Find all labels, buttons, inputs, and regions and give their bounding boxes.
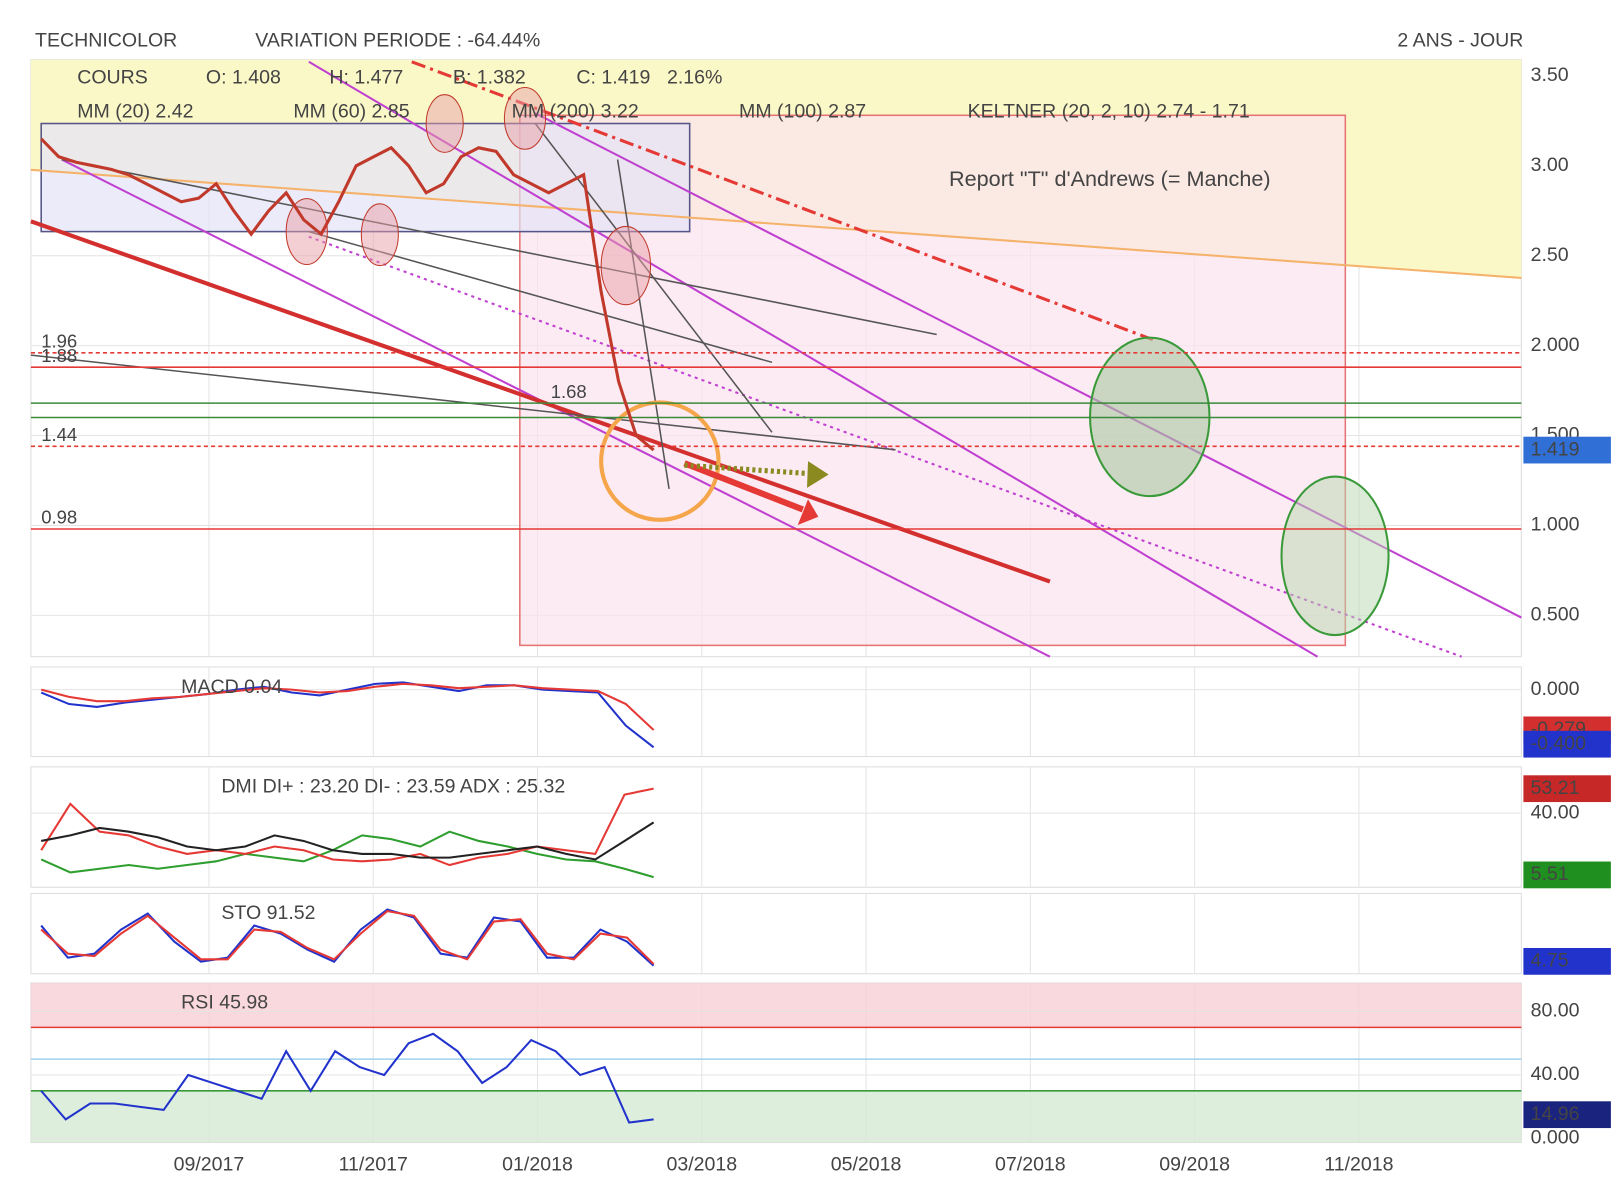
indicator-legend: MM (100) 2.87 [739, 100, 866, 122]
x-tick-label: 09/2018 [1159, 1153, 1230, 1175]
arrow-head [797, 499, 819, 525]
pivot-ellipse [503, 86, 547, 150]
subtitle: VARIATION PERIODE : -64.44% [255, 29, 540, 51]
level-label: 0.98 [41, 507, 77, 528]
level-label: 1.96 [41, 330, 77, 351]
x-tick-label: 07/2018 [995, 1153, 1066, 1175]
series-line [41, 821, 655, 861]
value-badge [1523, 436, 1611, 464]
value-badge [1523, 775, 1611, 803]
y-tick-label: 0.000 [1531, 678, 1580, 700]
arrow [684, 462, 809, 477]
series-line [40, 137, 655, 452]
indicator-legend: MM (20) 2.42 [77, 100, 193, 122]
series-legend: COURS [77, 66, 148, 88]
y-tick-label: 0.000 [1531, 1127, 1580, 1149]
value-badge-label: 4.75 [1531, 950, 1569, 972]
pivot-ellipse [600, 225, 652, 306]
value-badge-label: -0.400 [1531, 732, 1587, 754]
y-tick-label: 2.000 [1531, 334, 1580, 356]
x-tick-label: 05/2018 [831, 1153, 902, 1175]
indicator-legend: KELTNER (20, 2, 10) 2.74 - 1.71 [968, 100, 1250, 122]
series-line [40, 682, 655, 731]
overbought-zone [30, 982, 1522, 1028]
panel-title: RSI 45.98 [181, 992, 268, 1014]
level-label: 1.88 [41, 345, 77, 366]
level-label: 1.44 [41, 424, 77, 445]
series-line [40, 830, 654, 879]
y-tick-label: 0.500 [1531, 604, 1580, 626]
pivot-ellipse [285, 198, 328, 266]
y-tick-label: 2.50 [1531, 244, 1569, 266]
series-line [40, 910, 655, 965]
fan-line [534, 123, 773, 433]
ohlc-legend: B: 1.382 [453, 66, 526, 88]
oversold-zone [30, 1090, 1522, 1143]
indicator-legend: MM (60) 2.85 [293, 100, 409, 122]
level-label: 1.68 [551, 381, 587, 402]
target-ellipse [1280, 475, 1390, 637]
channel-line [308, 60, 1319, 658]
panel [30, 766, 1522, 888]
value-badge-label: 53.21 [1531, 777, 1580, 799]
y-tick-label: 40.00 [1531, 1063, 1580, 1085]
trend-line [30, 168, 1522, 279]
series-line [40, 681, 655, 749]
value-badge [1523, 947, 1611, 975]
x-tick-label: 11/2018 [1324, 1153, 1393, 1175]
fan-line [61, 158, 937, 336]
x-tick-label: 03/2018 [666, 1153, 737, 1175]
series-line [40, 1032, 654, 1124]
title: TECHNICOLOR [35, 29, 177, 51]
y-tick-label: 1.000 [1531, 514, 1580, 536]
y-tick-label: 80.00 [1531, 1000, 1580, 1022]
ohlc-legend: 2.16% [667, 66, 722, 88]
panel [30, 666, 1522, 758]
value-badge [1523, 1101, 1611, 1129]
arrow [683, 460, 805, 513]
series-line [40, 787, 654, 867]
y-tick-label: 3.50 [1531, 64, 1569, 86]
x-tick-label: 09/2017 [174, 1153, 245, 1175]
annotation: Report "T" d'Andrews (= Manche) [949, 166, 1271, 191]
ohlc-legend: C: 1.419 [576, 66, 650, 88]
pivot-ellipse [425, 94, 464, 153]
value-badge-label: 5.51 [1531, 863, 1569, 885]
arrow-head [807, 461, 829, 488]
panel-title: STO 91.52 [221, 902, 315, 924]
ohlc-legend: O: 1.408 [206, 66, 281, 88]
indicator-legend: MM (200) 3.22 [512, 100, 639, 122]
period: 2 ANS - JOUR [1397, 29, 1523, 51]
x-tick-label: 11/2017 [339, 1153, 408, 1175]
pivot-ellipse [360, 203, 399, 267]
fan-line [616, 159, 670, 490]
value-badge-label: 14.96 [1531, 1103, 1580, 1125]
ohlc-legend: H: 1.477 [329, 66, 403, 88]
value-badge [1523, 730, 1611, 758]
value-badge-label: 1.419 [1531, 438, 1580, 460]
trend-line [30, 219, 1051, 584]
x-tick-label: 01/2018 [502, 1153, 573, 1175]
panel-title: DMI DI+ : 23.20 DI- : 23.59 ADX : 25.32 [221, 776, 565, 798]
y-tick-label: 3.00 [1531, 154, 1569, 176]
value-badge [1523, 861, 1611, 889]
y-tick-label: 40.00 [1531, 801, 1580, 823]
panel-title: MACD 0.04 [181, 676, 282, 698]
